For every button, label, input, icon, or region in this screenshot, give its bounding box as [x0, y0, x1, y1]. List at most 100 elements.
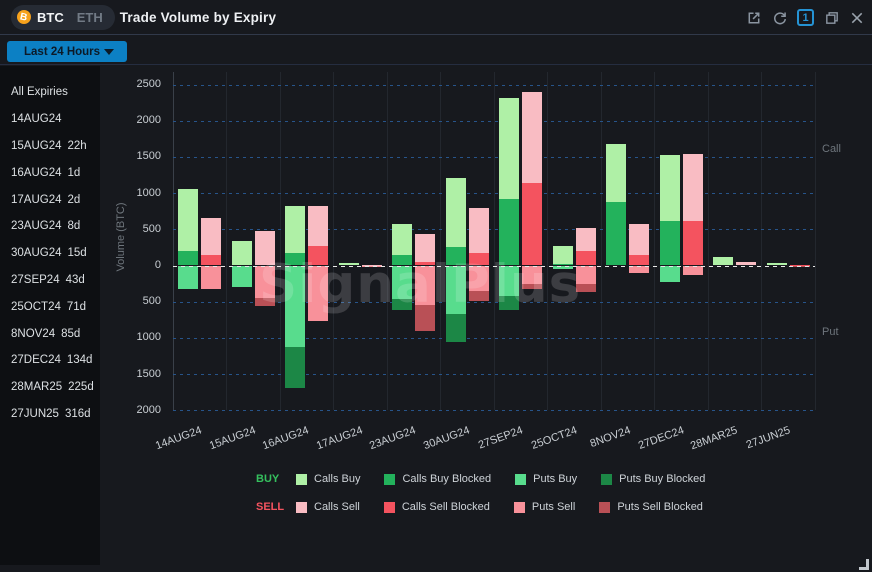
bar-segment-calls-buy-blocked[interactable]	[178, 251, 199, 266]
bar-segment-puts-buy[interactable]	[445, 265, 466, 314]
bar-segment-puts-sell-blocked[interactable]	[254, 298, 275, 306]
bar-segment-puts-sell[interactable]	[522, 265, 543, 284]
restore-window-icon[interactable]	[824, 10, 840, 26]
bar-segment-puts-sell-blocked[interactable]	[575, 284, 596, 293]
bar-segment-puts-sell[interactable]	[308, 265, 329, 322]
sidebar-item-28mar25[interactable]: 28MAR25 225d	[0, 374, 100, 401]
open-external-icon[interactable]	[746, 10, 762, 26]
bar-segment-calls-buy[interactable]	[766, 263, 787, 266]
bar-segment-calls-sell[interactable]	[361, 264, 382, 266]
bar-segment-calls-sell[interactable]	[522, 92, 543, 184]
bar-segment-calls-buy[interactable]	[231, 240, 252, 266]
bar-segment-calls-buy-blocked[interactable]	[659, 220, 680, 266]
bar-segment-calls-buy-blocked[interactable]	[499, 198, 520, 266]
legend-item-calls-buy[interactable]: Calls Buy	[296, 473, 360, 485]
legend-swatch	[384, 473, 396, 485]
asset-option-eth[interactable]: ETH	[76, 9, 103, 25]
bar-segment-calls-buy-blocked[interactable]	[392, 255, 413, 266]
bar-segment-calls-sell[interactable]	[254, 231, 275, 266]
bar-segment-calls-buy-blocked[interactable]	[606, 201, 627, 266]
bar-segment-calls-sell[interactable]	[468, 207, 489, 253]
bar-segment-calls-buy[interactable]	[713, 257, 734, 266]
sidebar-item-23aug24[interactable]: 23AUG24 8d	[0, 213, 100, 240]
close-icon[interactable]	[849, 10, 865, 26]
bar-segment-calls-sell-blocked[interactable]	[522, 183, 543, 266]
sidebar-item-27sep24[interactable]: 27SEP24 43d	[0, 267, 100, 294]
bar-segment-calls-sell-blocked[interactable]	[682, 221, 703, 266]
asset-toggle[interactable]: B BTC ETH	[11, 4, 115, 30]
bar-segment-calls-sell[interactable]	[736, 261, 757, 266]
bar-segment-calls-sell-blocked[interactable]	[575, 251, 596, 266]
bar-segment-puts-sell[interactable]	[201, 265, 222, 289]
sidebar-item-30aug24[interactable]: 30AUG24 15d	[0, 240, 100, 267]
resize-handle-icon[interactable]	[859, 559, 869, 570]
sidebar-item-14aug24[interactable]: 14AUG24	[0, 106, 100, 133]
bar-segment-calls-sell[interactable]	[682, 154, 703, 222]
bar-segment-puts-buy-blocked[interactable]	[285, 347, 306, 388]
bar-segment-calls-buy-blocked[interactable]	[285, 252, 306, 266]
bar-segment-calls-buy[interactable]	[552, 245, 573, 264]
bar-segment-calls-buy[interactable]	[178, 188, 199, 251]
sidebar-item-15aug24[interactable]: 15AUG24 22h	[0, 133, 100, 160]
bar-segment-puts-sell[interactable]	[415, 265, 436, 305]
bar-segment-calls-buy-blocked[interactable]	[445, 247, 466, 266]
bar-segment-calls-sell-blocked[interactable]	[789, 264, 810, 266]
bar-segment-calls-buy[interactable]	[499, 97, 520, 199]
bar-segment-puts-sell-blocked[interactable]	[468, 291, 489, 302]
bar-segment-calls-buy[interactable]	[606, 143, 627, 202]
sidebar-item-17aug24[interactable]: 17AUG24 2d	[0, 186, 100, 213]
bar-segment-puts-buy[interactable]	[552, 265, 573, 270]
sidebar-item-16aug24[interactable]: 16AUG24 1d	[0, 159, 100, 186]
legend-item-puts-sell[interactable]: Puts Sell	[513, 501, 575, 513]
bar-segment-calls-sell-blocked[interactable]	[201, 255, 222, 266]
legend-item-puts-sell-blocked[interactable]: Puts Sell Blocked	[599, 501, 703, 513]
bar-segment-calls-buy[interactable]	[338, 262, 359, 266]
bar-segment-calls-sell[interactable]	[415, 234, 436, 262]
bar-segment-puts-sell-blocked[interactable]	[415, 304, 436, 331]
refresh-icon[interactable]	[772, 10, 788, 26]
sidebar-item-27jun25[interactable]: 27JUN25 316d	[0, 401, 100, 428]
bar-segment-puts-buy[interactable]	[178, 265, 199, 290]
bar-segment-calls-sell-blocked[interactable]	[415, 261, 436, 266]
bar-segment-calls-buy-blocked[interactable]	[552, 263, 573, 266]
bar-segment-calls-sell-blocked[interactable]	[308, 245, 329, 266]
bar-segment-puts-buy-blocked[interactable]	[445, 313, 466, 343]
bar-segment-puts-buy-blocked[interactable]	[392, 299, 413, 311]
asset-option-btc[interactable]: BTC	[37, 9, 64, 25]
legend-item-puts-buy[interactable]: Puts Buy	[515, 473, 577, 485]
bar-segment-calls-sell-blocked[interactable]	[629, 254, 650, 266]
sidebar-item-27dec24[interactable]: 27DEC24 134d	[0, 347, 100, 374]
bar-segment-puts-buy[interactable]	[499, 265, 520, 296]
bar-segment-calls-sell[interactable]	[575, 227, 596, 251]
sidebar-item-all-expiries[interactable]: All Expiries	[0, 79, 100, 106]
bar-segment-puts-buy[interactable]	[285, 265, 306, 348]
bar-segment-puts-sell[interactable]	[254, 265, 275, 299]
legend-item-puts-buy-blocked[interactable]: Puts Buy Blocked	[601, 473, 705, 485]
bar-segment-calls-sell[interactable]	[201, 217, 222, 256]
bar-segment-calls-sell-blocked[interactable]	[468, 252, 489, 266]
sidebar-item-25oct24[interactable]: 25OCT24 71d	[0, 293, 100, 320]
bar-segment-puts-buy-blocked[interactable]	[499, 295, 520, 310]
bar-segment-puts-buy[interactable]	[659, 265, 680, 282]
bar-segment-calls-sell[interactable]	[629, 223, 650, 255]
bar-segment-puts-buy[interactable]	[392, 265, 413, 300]
bar-segment-puts-sell-blocked[interactable]	[522, 283, 543, 290]
bar-segment-calls-buy[interactable]	[445, 177, 466, 248]
bar-segment-calls-buy[interactable]	[659, 155, 680, 221]
legend-item-calls-buy-blocked[interactable]: Calls Buy Blocked	[384, 473, 491, 485]
gridline	[173, 301, 815, 303]
bar-segment-puts-buy[interactable]	[231, 265, 252, 288]
sidebar-item-8nov24[interactable]: 8NOV24 85d	[0, 320, 100, 347]
bar-segment-puts-sell[interactable]	[575, 265, 596, 285]
badge-count-box[interactable]: 1	[797, 9, 814, 26]
bar-segment-calls-buy[interactable]	[285, 206, 306, 253]
bar-segment-calls-buy[interactable]	[392, 223, 413, 256]
legend-item-calls-sell-blocked[interactable]: Calls Sell Blocked	[383, 501, 490, 513]
bar-segment-puts-sell[interactable]	[629, 265, 650, 274]
timeframe-dropdown[interactable]: Last 24 Hours	[7, 41, 127, 62]
bar-segment-puts-sell[interactable]	[682, 265, 703, 275]
titlebar-icons: 1	[746, 0, 872, 35]
bar-segment-calls-sell[interactable]	[308, 206, 329, 246]
legend-item-calls-sell[interactable]: Calls Sell	[296, 501, 360, 513]
bar-segment-puts-sell[interactable]	[468, 265, 489, 292]
